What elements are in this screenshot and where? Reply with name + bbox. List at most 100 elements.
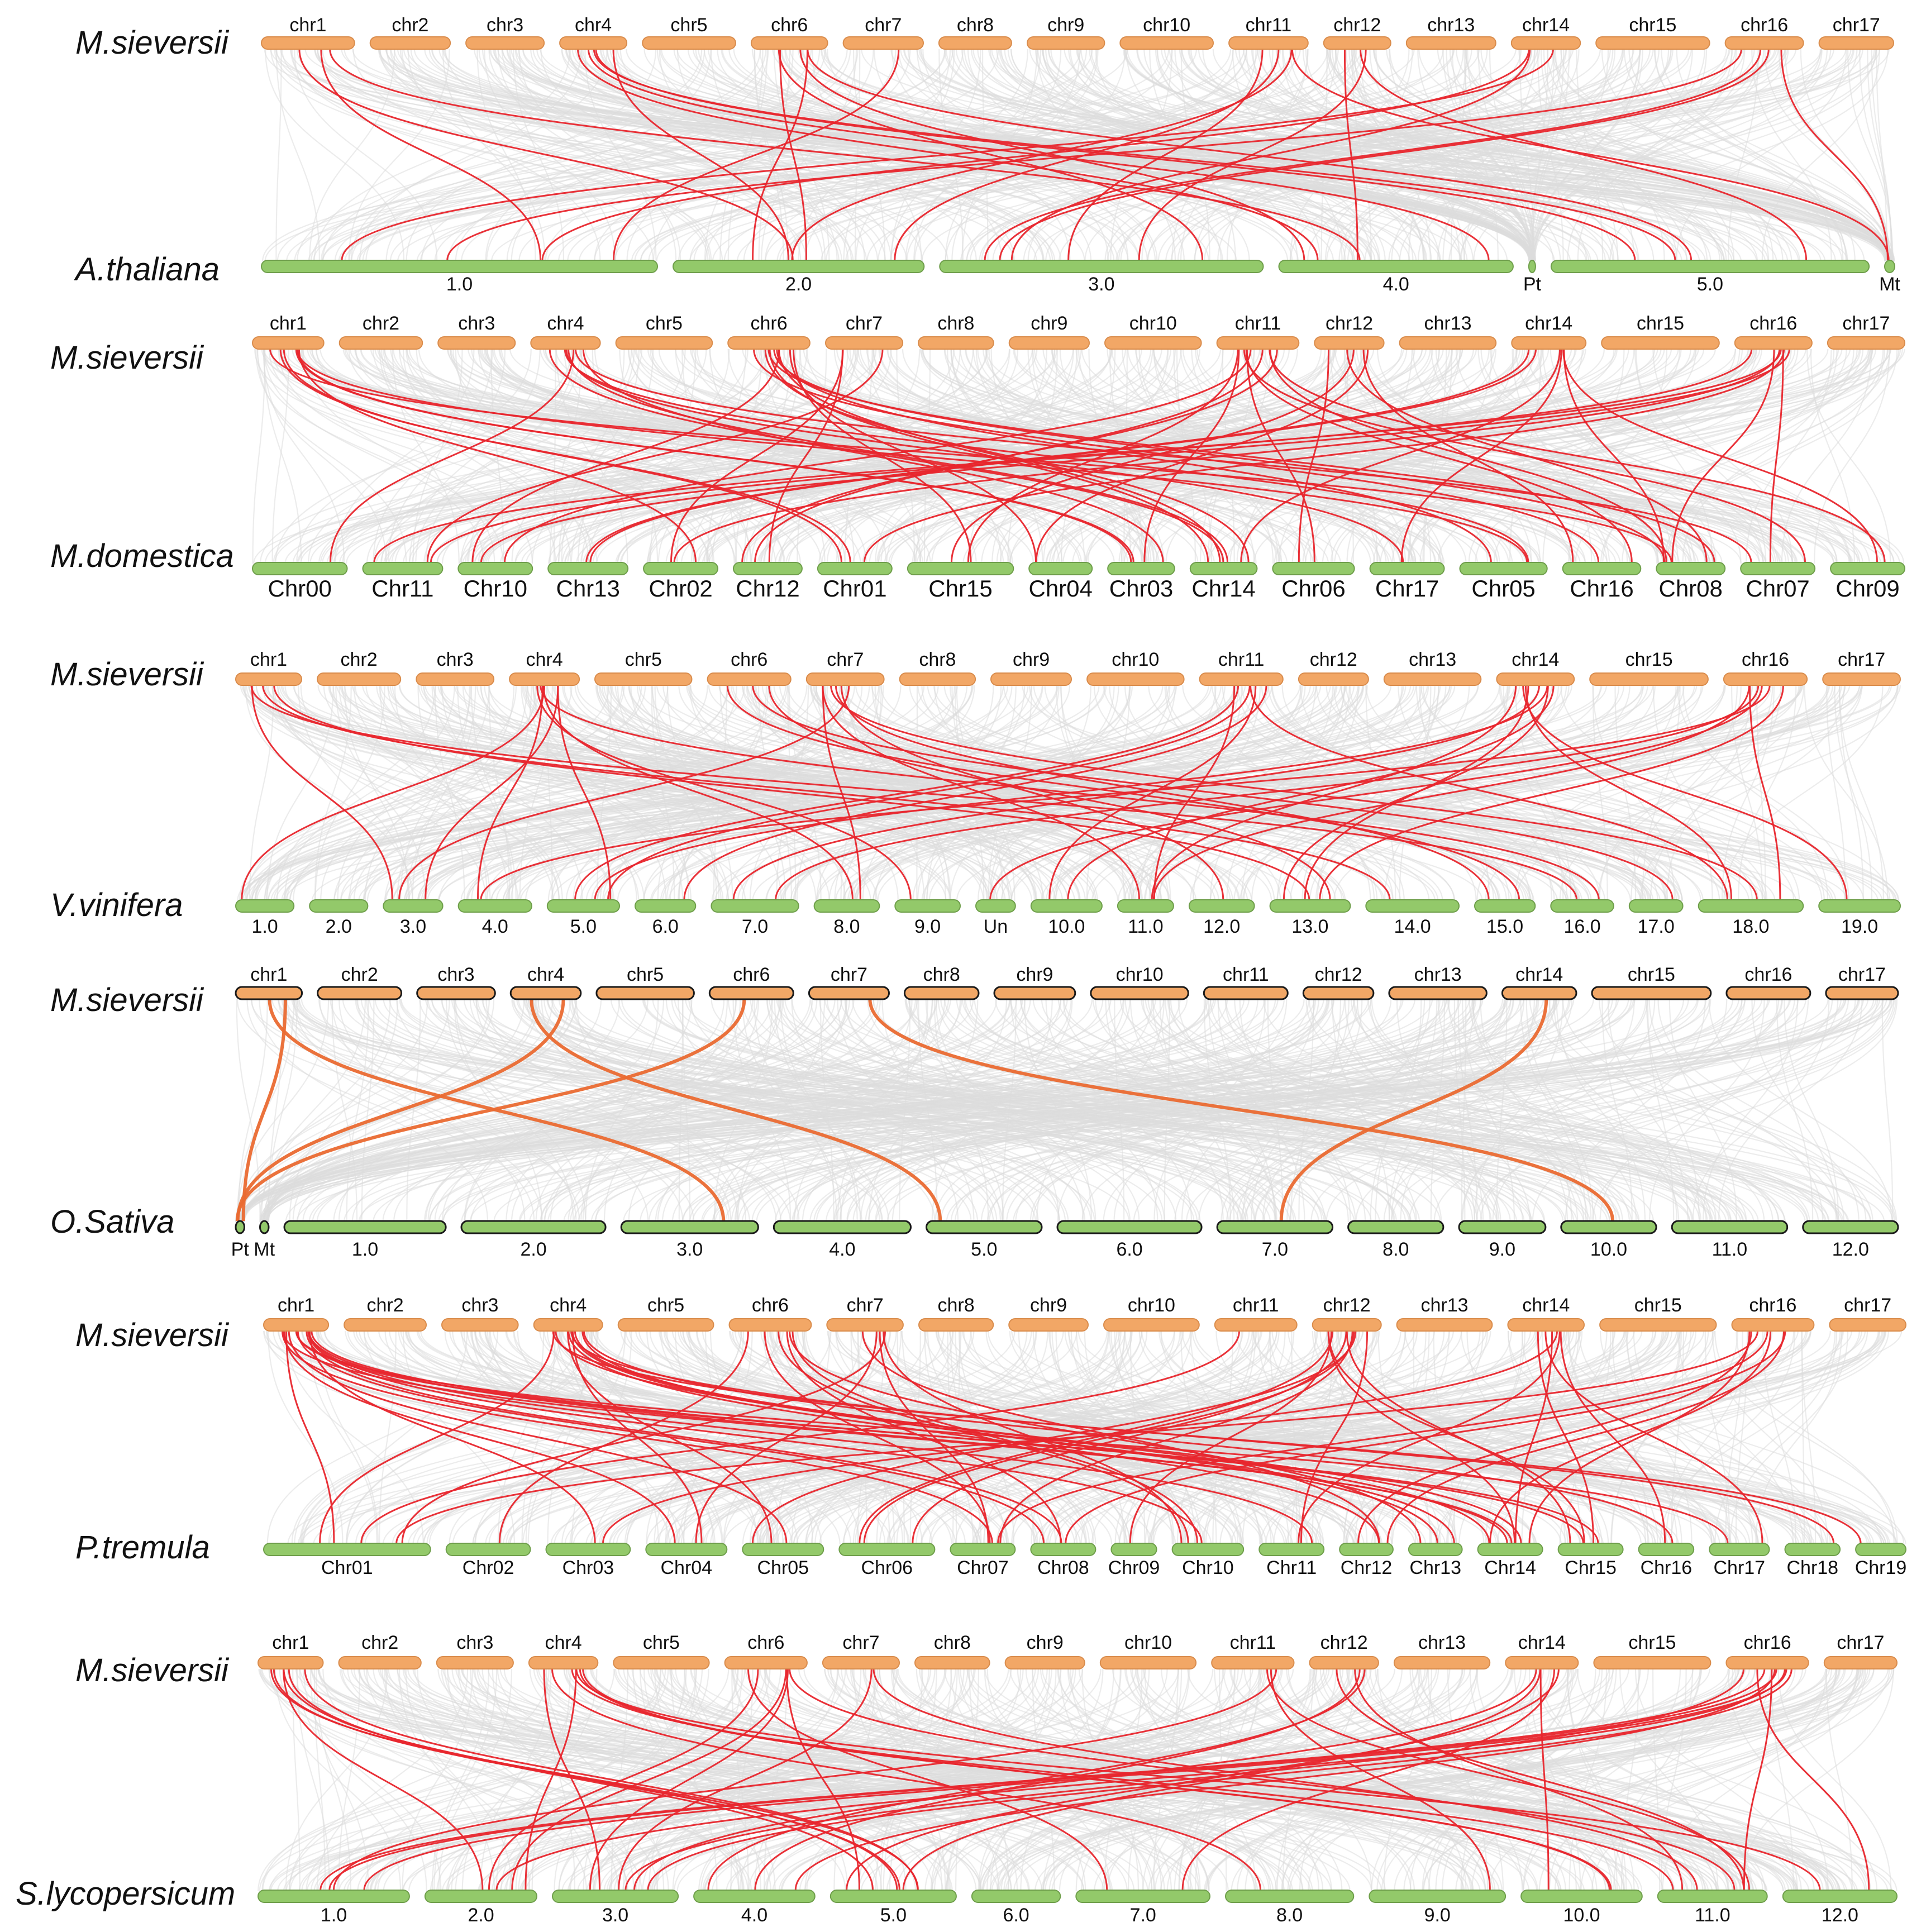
chromosome-label: chr2 xyxy=(367,1295,404,1316)
highlight-link xyxy=(304,1668,919,1891)
chromosome-chr7 xyxy=(826,1318,904,1332)
highlight-link xyxy=(752,685,1674,900)
chromosome-chr16 xyxy=(1724,36,1804,50)
background-link xyxy=(1194,49,1410,262)
background-link xyxy=(1287,1668,1649,1892)
background-link xyxy=(288,1668,615,1892)
background-link xyxy=(1208,349,1889,564)
highlight-link xyxy=(585,349,1530,563)
background-link xyxy=(440,685,1069,901)
highlight-link xyxy=(1336,1668,1745,1891)
chromosome-label: 2.0 xyxy=(520,1239,546,1260)
highlight-link xyxy=(707,1668,1366,1891)
background-link xyxy=(240,685,1301,901)
background-link xyxy=(676,49,1889,262)
background-link xyxy=(252,349,266,564)
background-link xyxy=(1313,1668,1718,1892)
background-link xyxy=(405,1668,512,1892)
background-link xyxy=(545,1668,665,1892)
chromosome-Chr03 xyxy=(1107,562,1175,575)
background-link xyxy=(607,49,1140,262)
chromosome-label: chr11 xyxy=(1235,313,1281,334)
chromosome-label: chr2 xyxy=(392,15,428,36)
background-link xyxy=(279,1668,628,1892)
chromosome-label: chr2 xyxy=(341,649,378,670)
highlight-link xyxy=(768,349,843,563)
species-label-bottom: M.domestica xyxy=(50,538,234,574)
background-link xyxy=(488,1330,1184,1545)
chromosome-chr13 xyxy=(1399,336,1497,350)
highlight-link xyxy=(565,349,1404,563)
highlight-link xyxy=(568,349,1228,563)
background-link xyxy=(840,999,1730,1223)
chromosome-chr4 xyxy=(559,36,628,50)
chromosome-label: 4.0 xyxy=(482,916,508,937)
background-link xyxy=(1692,999,1863,1223)
highlight-link xyxy=(776,349,1492,563)
background-link xyxy=(802,999,1131,1223)
background-link xyxy=(1542,1330,1581,1545)
background-link xyxy=(1839,685,1884,901)
background-link xyxy=(1755,1330,1842,1545)
background-link xyxy=(1881,999,1894,1223)
background-link xyxy=(1554,1668,1858,1892)
chromosome-label: chr8 xyxy=(957,15,994,36)
background-link xyxy=(506,49,859,262)
chromosome-1.0 xyxy=(235,899,295,913)
highlight-link xyxy=(1153,685,1236,900)
background-link xyxy=(239,999,1188,1223)
background-link xyxy=(393,685,1541,901)
highlight-link xyxy=(1143,349,1240,563)
chromosome-chr11 xyxy=(1203,986,1289,1000)
chromosome-label: chr17 xyxy=(1833,15,1880,36)
chromosome-chr7 xyxy=(805,672,885,686)
chromosome-chr13 xyxy=(1393,1656,1491,1669)
background-link xyxy=(1420,1668,1693,1892)
chromosome-label: chr4 xyxy=(527,964,564,985)
background-link xyxy=(1351,49,1720,262)
background-link xyxy=(792,999,1473,1223)
background-link xyxy=(333,685,730,901)
chromosome-10.0 xyxy=(1030,899,1103,913)
chromosome-chr11 xyxy=(1228,36,1309,50)
chromosome-Chr05 xyxy=(742,1543,824,1556)
chromosome-14.0 xyxy=(1365,899,1460,913)
chromosome-label: chr6 xyxy=(771,15,808,36)
background-link xyxy=(578,999,1710,1223)
background-link xyxy=(1142,999,1524,1223)
background-link xyxy=(555,685,1162,901)
chromosome-label: chr7 xyxy=(842,1632,879,1653)
chromosome-Chr10 xyxy=(457,562,533,575)
background-link xyxy=(558,349,625,564)
chromosome-Chr13 xyxy=(1408,1543,1463,1556)
background-link xyxy=(1131,685,1898,901)
highlight-link xyxy=(967,349,1239,563)
background-link xyxy=(313,49,571,262)
chromosome-label: chr17 xyxy=(1837,1632,1884,1653)
background-link xyxy=(1718,999,1830,1223)
chromosome-label: 9.0 xyxy=(914,916,941,937)
highlight-link xyxy=(624,1668,1744,1891)
background-link xyxy=(631,1668,1274,1892)
highlight-link xyxy=(863,349,1785,563)
chromosome-label: Chr06 xyxy=(861,1557,913,1578)
chromosome-chr12 xyxy=(1312,1318,1382,1332)
highlight-link xyxy=(282,1668,484,1891)
background-link xyxy=(1408,999,1892,1223)
chromosome-label: chr3 xyxy=(437,649,474,670)
background-link xyxy=(351,999,938,1223)
background-link xyxy=(561,1668,1889,1892)
highlight-link xyxy=(575,1668,1821,1891)
background-link xyxy=(989,49,1461,262)
background-link xyxy=(1144,349,1531,564)
background-link xyxy=(1007,349,1058,564)
background-link xyxy=(1166,685,1477,901)
chromosome-3.0 xyxy=(620,1220,759,1234)
chromosome-label: chr5 xyxy=(647,1295,684,1316)
chromosome-Chr08 xyxy=(1030,1543,1097,1556)
background-link xyxy=(594,1330,890,1545)
chromosome-label: chr15 xyxy=(1628,964,1675,985)
chromosome-label: chr2 xyxy=(361,1632,398,1653)
chromosome-7.0 xyxy=(1216,1220,1334,1234)
background-link xyxy=(1507,1330,1758,1545)
